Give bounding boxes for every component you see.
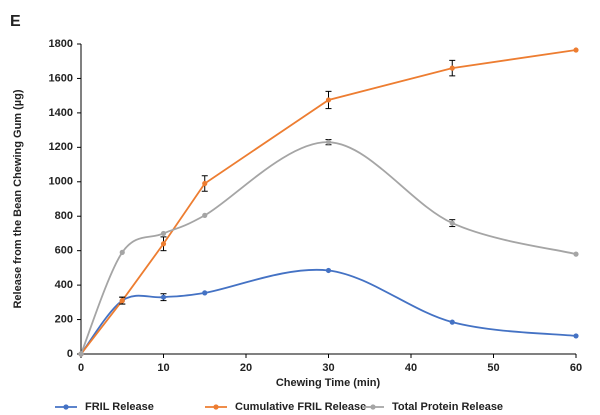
- y-axis-label: Release from the Bean Chewing Gum (µg): [12, 89, 24, 308]
- legend-label: FRIL Release: [85, 401, 154, 413]
- y-tick-label: 1400: [49, 107, 73, 119]
- data-point: [202, 290, 208, 296]
- series-line: [80, 141, 577, 355]
- y-tick-label: 1200: [49, 141, 73, 153]
- data-point: [449, 220, 455, 226]
- y-tick-label: 400: [55, 279, 73, 291]
- legend-label: Cumulative FRIL Release: [235, 401, 366, 413]
- x-tick-label: 60: [570, 362, 582, 374]
- data-point: [160, 241, 167, 247]
- x-tick-label: 40: [405, 362, 417, 374]
- legend-label: Total Protein Release: [392, 401, 503, 413]
- x-tick-label: 20: [240, 362, 252, 374]
- data-point: [573, 333, 579, 339]
- series-line: [80, 268, 577, 355]
- x-tick-label: 10: [157, 362, 169, 374]
- data-point: [160, 230, 167, 237]
- data-point: [449, 65, 455, 71]
- x-tick-label: 50: [487, 362, 499, 374]
- data-point: [202, 212, 208, 218]
- y-tick-label: 0: [67, 348, 73, 360]
- data-point: [573, 251, 579, 257]
- legend-marker: [63, 404, 69, 410]
- x-tick-label: 0: [78, 362, 84, 374]
- data-point: [449, 319, 455, 325]
- data-point: [325, 139, 332, 145]
- legend-marker: [213, 404, 219, 410]
- data-point: [573, 47, 579, 53]
- y-tick-label: 1000: [49, 176, 73, 188]
- data-point: [325, 267, 332, 274]
- x-axis-label: Chewing Time (min): [276, 377, 381, 389]
- panel-label: E: [10, 13, 21, 30]
- data-point: [202, 180, 208, 187]
- y-tick-label: 600: [55, 245, 73, 257]
- y-tick-label: 1600: [49, 72, 73, 84]
- data-point: [325, 97, 332, 103]
- data-point: [78, 351, 84, 357]
- y-tick-label: 200: [55, 313, 73, 325]
- y-tick-label: 1800: [49, 38, 73, 50]
- y-tick-label: 800: [55, 210, 73, 222]
- legend-marker: [370, 404, 376, 410]
- x-tick-label: 30: [322, 362, 334, 374]
- data-point: [119, 249, 125, 255]
- data-point: [119, 298, 125, 304]
- data-point: [160, 294, 167, 300]
